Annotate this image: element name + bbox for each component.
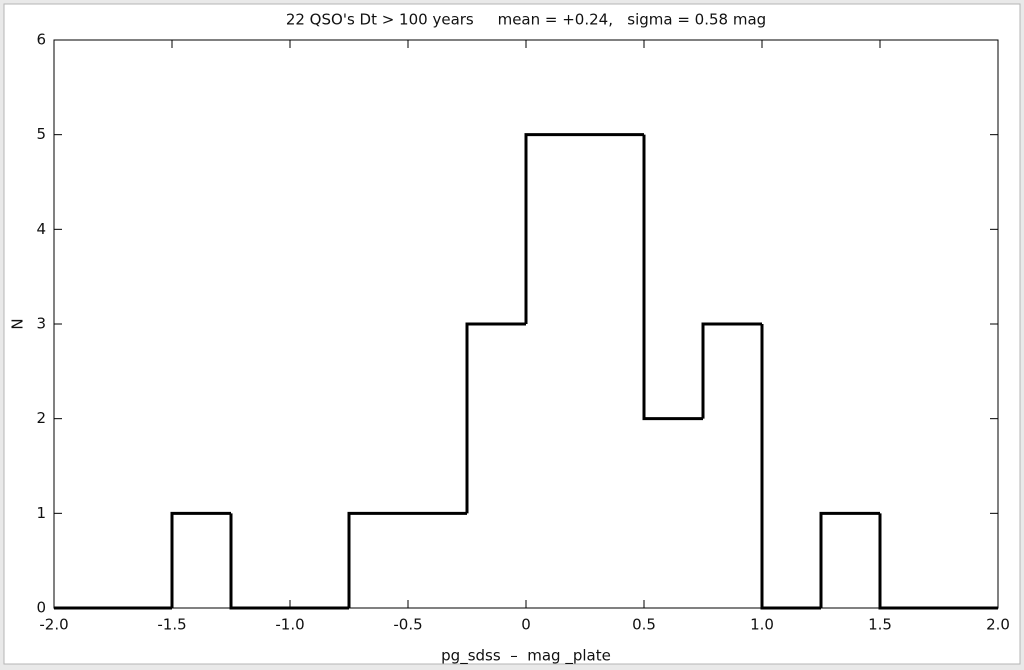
x-axis-title: pg_sdss – mag _plate [441, 647, 611, 666]
x-tick-label: 1.0 [750, 616, 774, 634]
y-tick-label: 6 [36, 31, 46, 49]
x-tick-label: 2.0 [986, 616, 1010, 634]
x-tick-label: -1.5 [157, 616, 186, 634]
y-axis-title: N [9, 318, 27, 329]
histogram-bin [878, 513, 939, 610]
x-tick-label: 0.5 [632, 616, 656, 634]
y-tick-label: 4 [36, 220, 46, 238]
x-tick-label: -2.0 [39, 616, 68, 634]
x-tick-label: -0.5 [393, 616, 422, 634]
histogram-bin [760, 324, 821, 610]
histogram-bin [819, 511, 880, 608]
histogram-bin [465, 322, 526, 514]
y-tick-label: 1 [36, 504, 46, 522]
chart-title: 22 QSO's Dt > 100 years mean = +0.24, si… [286, 11, 766, 29]
y-tick-label: 5 [36, 125, 46, 143]
x-tick-label: -1.0 [275, 616, 304, 634]
histogram-bin [701, 322, 762, 419]
y-tick-label: 3 [36, 315, 46, 333]
histogram-bin [229, 513, 290, 610]
histogram-bin [524, 133, 585, 324]
y-tick-label: 0 [36, 599, 46, 617]
histogram-bin [170, 511, 231, 608]
y-tick-label: 2 [36, 409, 46, 427]
x-tick-label: 0 [521, 616, 531, 634]
histogram-bin [642, 134, 703, 421]
histogram-bin [347, 511, 408, 608]
x-tick-label: 1.5 [868, 616, 892, 634]
